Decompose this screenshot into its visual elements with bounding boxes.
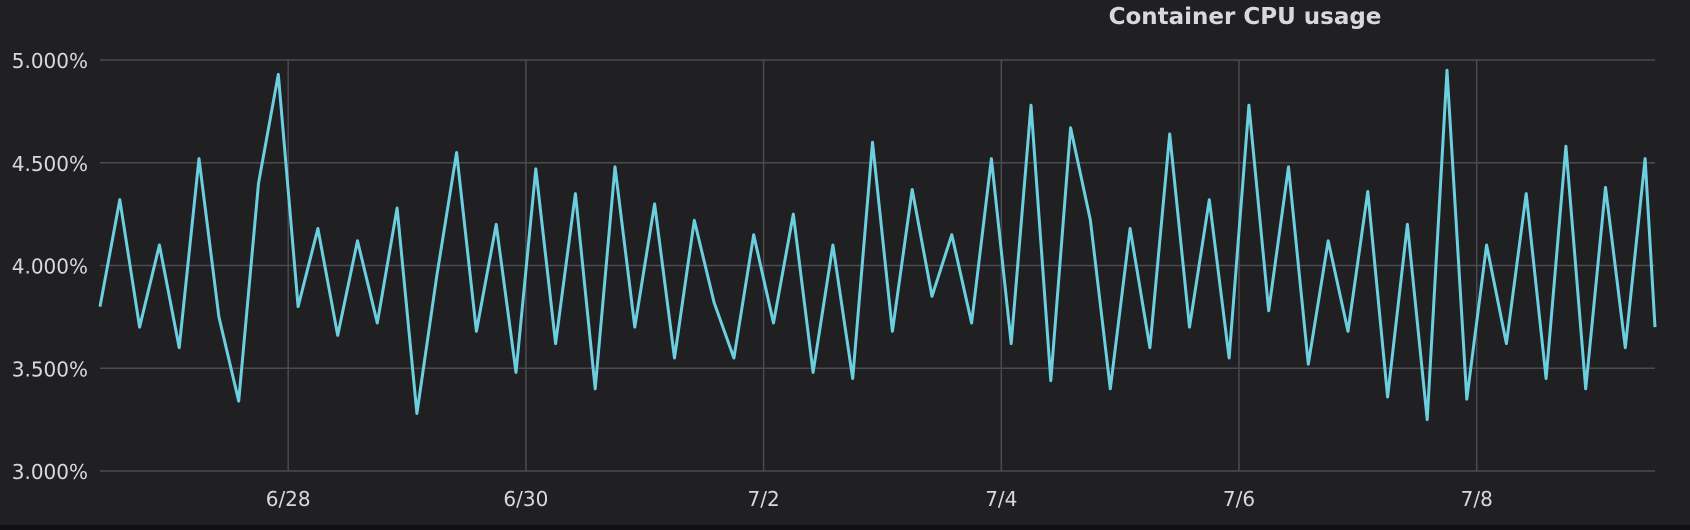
x-tick-label: 7/6 — [1223, 487, 1255, 511]
y-tick-label: 3.000% — [12, 460, 88, 484]
x-tick-label: 7/2 — [748, 487, 780, 511]
panel-bottom-edge — [0, 525, 1690, 530]
x-tick-label: 7/4 — [985, 487, 1017, 511]
x-tick-label: 7/8 — [1461, 487, 1493, 511]
x-tick-label: 6/30 — [503, 487, 548, 511]
chart-title: Container CPU usage — [1108, 4, 1382, 30]
y-tick-label: 5.000% — [12, 49, 88, 73]
y-tick-label: 4.000% — [12, 255, 88, 279]
y-tick-label: 3.500% — [12, 357, 88, 381]
series-line-0 — [98, 68, 1657, 422]
y-tick-label: 4.500% — [12, 152, 88, 176]
x-tick-label: 6/28 — [266, 487, 311, 511]
